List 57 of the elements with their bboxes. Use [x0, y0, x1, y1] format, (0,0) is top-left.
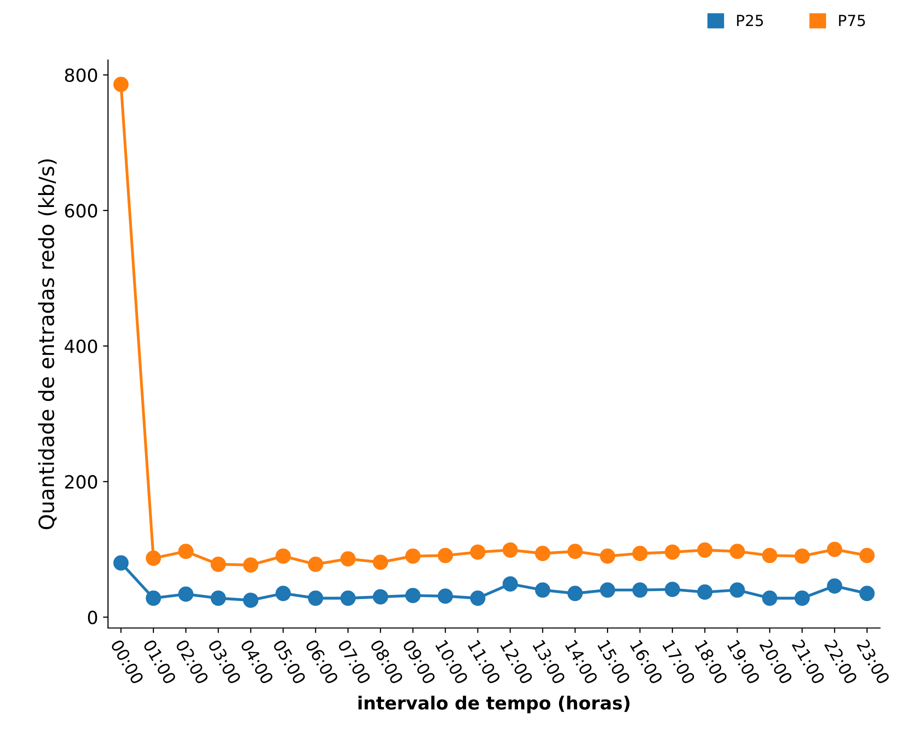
point — [730, 582, 745, 598]
point — [372, 554, 388, 570]
point — [826, 542, 842, 558]
point — [762, 548, 778, 564]
point — [372, 589, 388, 604]
point — [178, 544, 194, 560]
point — [308, 590, 324, 606]
point — [632, 546, 648, 562]
legend-label: P25 — [737, 14, 763, 26]
y-tick-label: 600 — [65, 204, 98, 218]
point — [243, 557, 258, 573]
x-axis-title: intervalo de tempo (horas) — [358, 696, 630, 714]
point — [794, 590, 810, 606]
y-tick-label: 0 — [88, 610, 98, 624]
point — [276, 586, 291, 602]
point — [276, 548, 291, 564]
point — [730, 544, 745, 560]
point — [535, 582, 550, 598]
point — [340, 551, 356, 567]
point — [567, 544, 583, 560]
point — [470, 544, 486, 560]
point — [113, 76, 129, 92]
point — [502, 542, 518, 558]
point — [178, 586, 194, 602]
point — [243, 592, 258, 608]
point — [859, 586, 875, 602]
point — [794, 548, 810, 564]
point — [405, 548, 421, 564]
point — [146, 550, 162, 566]
point — [405, 588, 421, 604]
point — [210, 556, 226, 572]
point — [664, 582, 680, 598]
point — [113, 555, 129, 571]
point — [340, 590, 356, 606]
point — [859, 548, 875, 564]
point — [438, 548, 453, 564]
point — [146, 590, 162, 606]
y-tick-label: 200 — [65, 475, 98, 489]
point — [632, 582, 648, 598]
y-tick-label: 400 — [64, 339, 98, 354]
point — [470, 590, 486, 606]
point — [697, 542, 712, 558]
point — [308, 556, 324, 572]
point — [535, 546, 550, 562]
point — [600, 582, 616, 598]
y-tick-label: 800 — [65, 68, 98, 82]
point — [502, 576, 518, 592]
point — [826, 578, 842, 594]
point — [664, 544, 680, 560]
point — [697, 584, 712, 600]
point — [210, 590, 226, 606]
point — [762, 590, 778, 606]
point — [567, 586, 583, 602]
legend-label: P75 — [839, 14, 865, 26]
y-axis-title: Quantidade de entradas redo (kb/s) — [38, 159, 57, 530]
point — [438, 588, 453, 604]
point — [600, 548, 616, 564]
